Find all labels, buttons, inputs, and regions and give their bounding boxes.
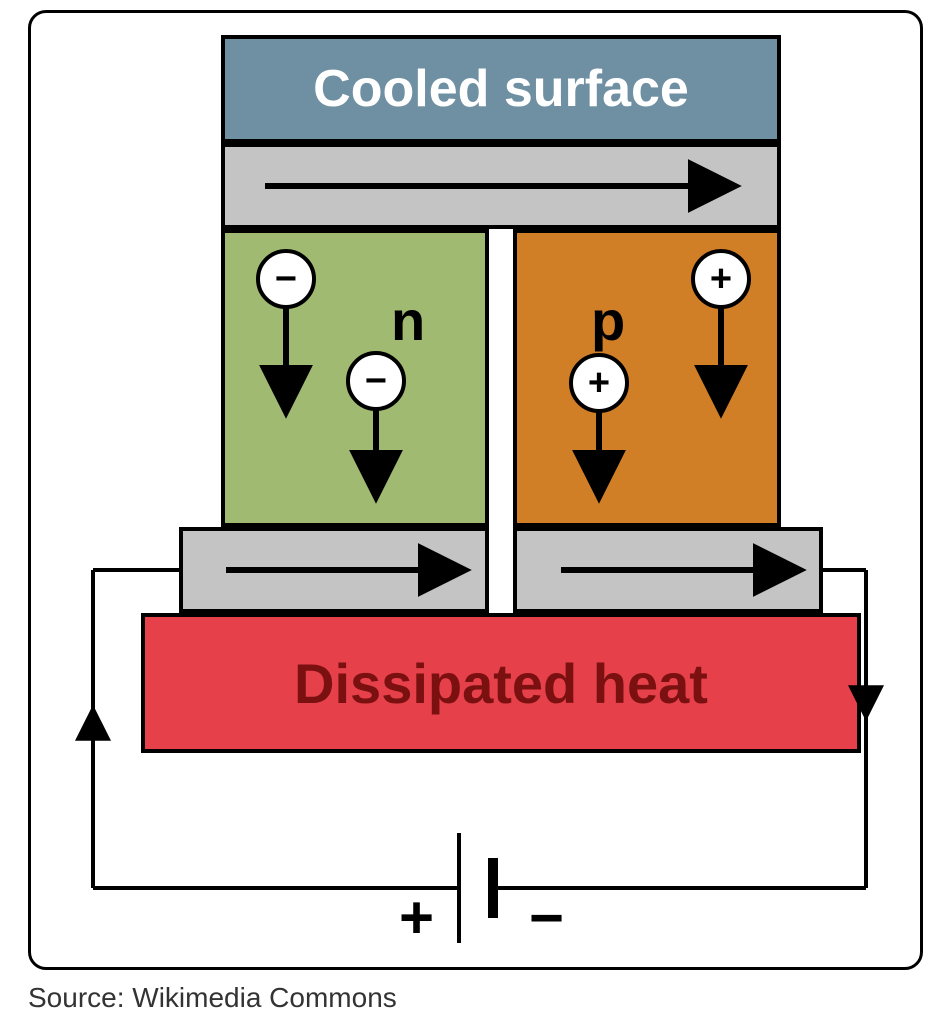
battery-minus-label: −	[529, 883, 564, 952]
peltier-diagram: Cooled surface Dissipated heat n p −−++ …	[28, 10, 923, 970]
battery-plus-label: +	[399, 883, 434, 952]
source-caption: Source: Wikimedia Commons	[28, 982, 397, 1014]
carrier-p2-sign: +	[588, 362, 610, 404]
carrier-n1-sign: −	[275, 258, 297, 300]
diagram-overlay: − − + +	[31, 13, 926, 973]
carrier-p1-sign: +	[710, 258, 732, 300]
carrier-n2-sign: −	[365, 360, 387, 402]
